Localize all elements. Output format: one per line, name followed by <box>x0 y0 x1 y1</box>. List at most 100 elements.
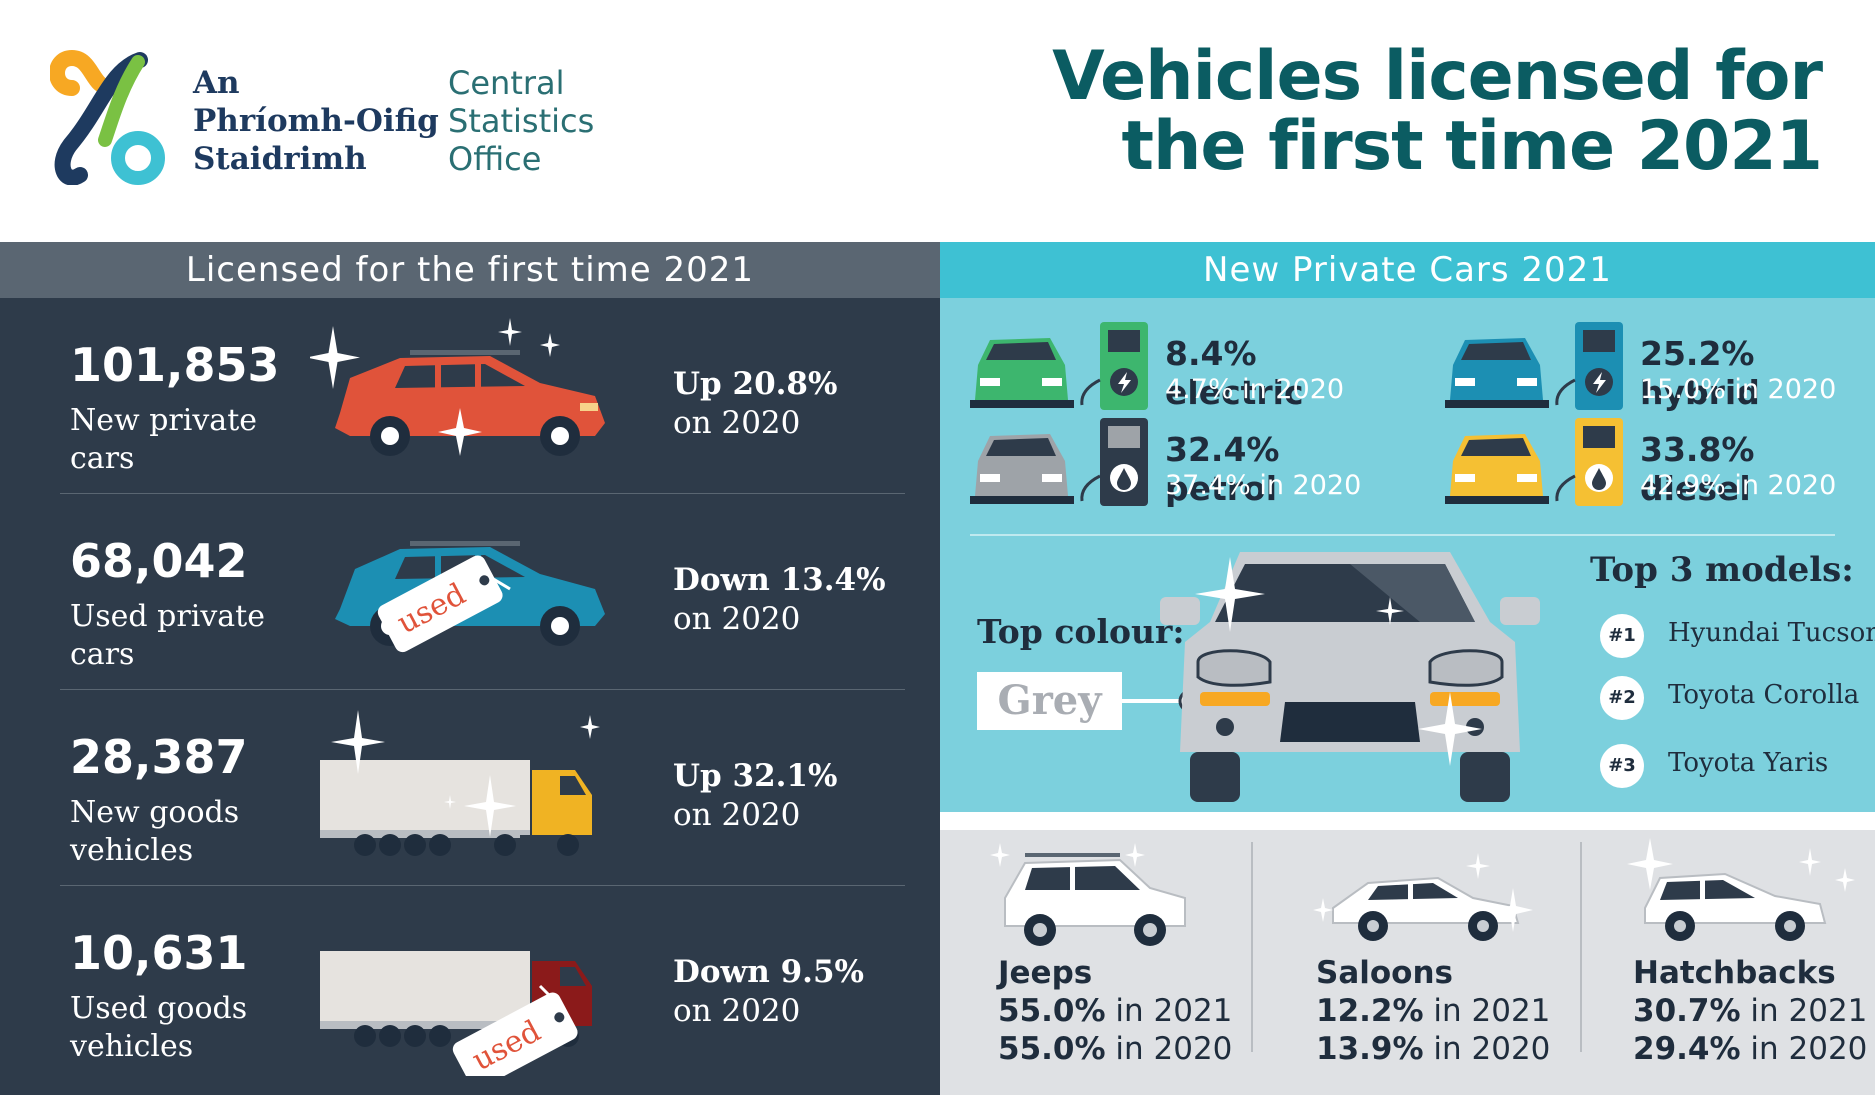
share-value: 55.0% <box>998 1031 1106 1067</box>
rank-badge: #1 <box>1600 614 1644 658</box>
share-year: in 2020 <box>1740 1031 1868 1067</box>
electric-car-pump-icon <box>970 322 1148 410</box>
stat-value: 68,042 <box>70 534 248 588</box>
petrol-car-pump-icon <box>970 418 1148 506</box>
body-type-share-2021: 12.2% in 2021 <box>1316 993 1550 1029</box>
grey-car-front-icon <box>1122 552 1540 802</box>
share-value: 12.2% <box>1316 993 1424 1029</box>
red-truck-used-icon: used <box>320 951 595 1076</box>
red-car-icon <box>310 318 605 456</box>
body-type-share-2020: 29.4% in 2020 <box>1633 1031 1867 1067</box>
share-value: 30.7% <box>1633 993 1741 1029</box>
fuel-share: 25.2% hybrid <box>1640 334 1760 412</box>
stat-row-new-goods-vehicles: 28,387 New goods vehicles Up 32.1% on 20… <box>0 690 940 886</box>
logo-english-name: Central Statistics Office <box>448 64 594 178</box>
stat-period: on 2020 <box>673 797 801 833</box>
stat-period: on 2020 <box>673 601 801 637</box>
column-divider <box>1580 842 1582 1052</box>
stat-value: 28,387 <box>70 730 248 784</box>
logo-irish-line: An <box>193 65 240 101</box>
body-type-share-2020: 13.9% in 2020 <box>1316 1031 1550 1067</box>
body-type-name: Hatchbacks <box>1633 955 1836 991</box>
stat-row-new-private-cars: 101,853 New private cars Up 20.8% on 202… <box>0 298 940 494</box>
logo-irish-line: Staidrimh <box>193 141 367 177</box>
fuel-drop-icon <box>1592 468 1606 490</box>
fuel-share-previous: 37.4% in 2020 <box>1165 470 1362 501</box>
fuel-share: 33.8% diesel <box>1640 430 1755 508</box>
fuel-share: 32.4% petrol <box>1165 430 1280 508</box>
logo-english-line: Central <box>448 64 565 102</box>
bolt-icon <box>1593 372 1606 393</box>
new-private-cars-panel: New Private Cars 2021 8.4% electric 4.7%… <box>940 242 1875 812</box>
share-year: in 2021 <box>1740 993 1868 1029</box>
stat-change: Down 9.5% <box>673 954 864 990</box>
jeep-icon <box>990 843 1186 946</box>
column-divider <box>1251 842 1253 1052</box>
model-name: Hyundai Tucson <box>1668 618 1875 648</box>
stat-period: on 2020 <box>673 405 801 441</box>
hybrid-car-pump-icon <box>1445 322 1623 410</box>
fuel-share: 8.4% electric <box>1165 334 1304 412</box>
body-type-name: Jeeps <box>998 955 1093 991</box>
header: An Phríomh-Oifig Staidrimh Central Stati… <box>0 0 1875 242</box>
diesel-car-pump-icon <box>1445 418 1623 506</box>
share-year: in 2020 <box>1105 1031 1233 1067</box>
stat-label: New goods vehicles <box>70 795 240 868</box>
yellow-truck-icon <box>320 710 600 856</box>
logo-english-line: Statistics <box>448 102 595 140</box>
fuel-item-electric: 8.4% electric 4.7% in 2020 <box>940 320 1400 420</box>
top-colour-label: Top colour: <box>977 612 1185 651</box>
saloon-icon <box>1313 853 1533 941</box>
panel-strip <box>940 812 1875 830</box>
rank-badge: #3 <box>1600 744 1644 788</box>
row-divider <box>60 689 905 690</box>
fuel-share-previous: 4.7% in 2020 <box>1165 374 1345 405</box>
page-title-line: the first time 2021 <box>1121 107 1823 186</box>
cso-logo-icon <box>50 50 165 185</box>
fuel-item-hybrid: 25.2% hybrid 15.0% in 2020 <box>1415 320 1875 420</box>
new-private-cars-heading: New Private Cars 2021 <box>940 242 1875 298</box>
stat-period: on 2020 <box>673 993 801 1029</box>
body-type-hatchbacks: Hatchbacks 30.7% in 2021 29.4% in 2020 <box>1575 830 1875 1095</box>
row-divider <box>60 885 905 886</box>
stat-label: New private cars <box>70 403 258 476</box>
licensed-panel-heading: Licensed for the first time 2021 <box>0 242 940 298</box>
blue-car-used-icon: used <box>335 541 605 653</box>
model-name: Toyota Corolla <box>1668 680 1860 710</box>
share-value: 55.0% <box>998 993 1106 1029</box>
stat-change: Up 32.1% <box>673 758 838 794</box>
stat-label: Used private cars <box>70 599 265 672</box>
stat-change: Down 13.4% <box>673 562 886 598</box>
hatchback-icon <box>1627 838 1855 941</box>
body-type-share-2021: 30.7% in 2021 <box>1633 993 1867 1029</box>
top-models-title: Top 3 models: <box>1590 550 1854 590</box>
fuel-share-previous: 15.0% in 2020 <box>1640 374 1837 405</box>
stat-value: 10,631 <box>70 926 248 980</box>
top-colour-value: Grey <box>977 672 1122 730</box>
logo-irish-name: An Phríomh-Oifig Staidrimh <box>193 64 439 178</box>
logo-irish-line: Phríomh-Oifig <box>193 103 439 139</box>
licensed-panel: Licensed for the first time 2021 101,853… <box>0 242 940 1095</box>
body-type-share-2021: 55.0% in 2021 <box>998 993 1232 1029</box>
rank-badge: #2 <box>1600 676 1644 720</box>
share-year: in 2021 <box>1423 993 1551 1029</box>
page-title-line: Vehicles licensed for <box>1052 37 1823 116</box>
body-types-panel: Jeeps 55.0% in 2021 55.0% in 2020 Saloon… <box>940 812 1875 1095</box>
fuel-drop-icon <box>1117 468 1131 490</box>
fuel-item-diesel: 33.8% diesel 42.9% in 2020 <box>1415 416 1875 516</box>
logo-english-line: Office <box>448 140 542 178</box>
stat-row-used-goods-vehicles: 10,631 Used goods vehicles used Down 9.5… <box>0 886 940 1082</box>
body-type-share-2020: 55.0% in 2020 <box>998 1031 1232 1067</box>
page-title: Vehicles licensed for the first time 202… <box>962 37 1823 186</box>
model-name: Toyota Yaris <box>1668 748 1829 778</box>
bolt-icon <box>1118 372 1131 393</box>
share-value: 29.4% <box>1633 1031 1741 1067</box>
stat-label: Used goods vehicles <box>70 991 248 1064</box>
fuel-share-previous: 42.9% in 2020 <box>1640 470 1837 501</box>
row-divider <box>60 493 905 494</box>
share-year: in 2020 <box>1423 1031 1551 1067</box>
body-type-jeeps: Jeeps 55.0% in 2021 55.0% in 2020 <box>940 830 1252 1095</box>
stat-value: 101,853 <box>70 338 280 392</box>
stat-row-used-private-cars: 68,042 Used private cars used Down 13.4%… <box>0 494 940 690</box>
body-type-saloons: Saloons 12.2% in 2021 13.9% in 2020 <box>1258 830 1570 1095</box>
